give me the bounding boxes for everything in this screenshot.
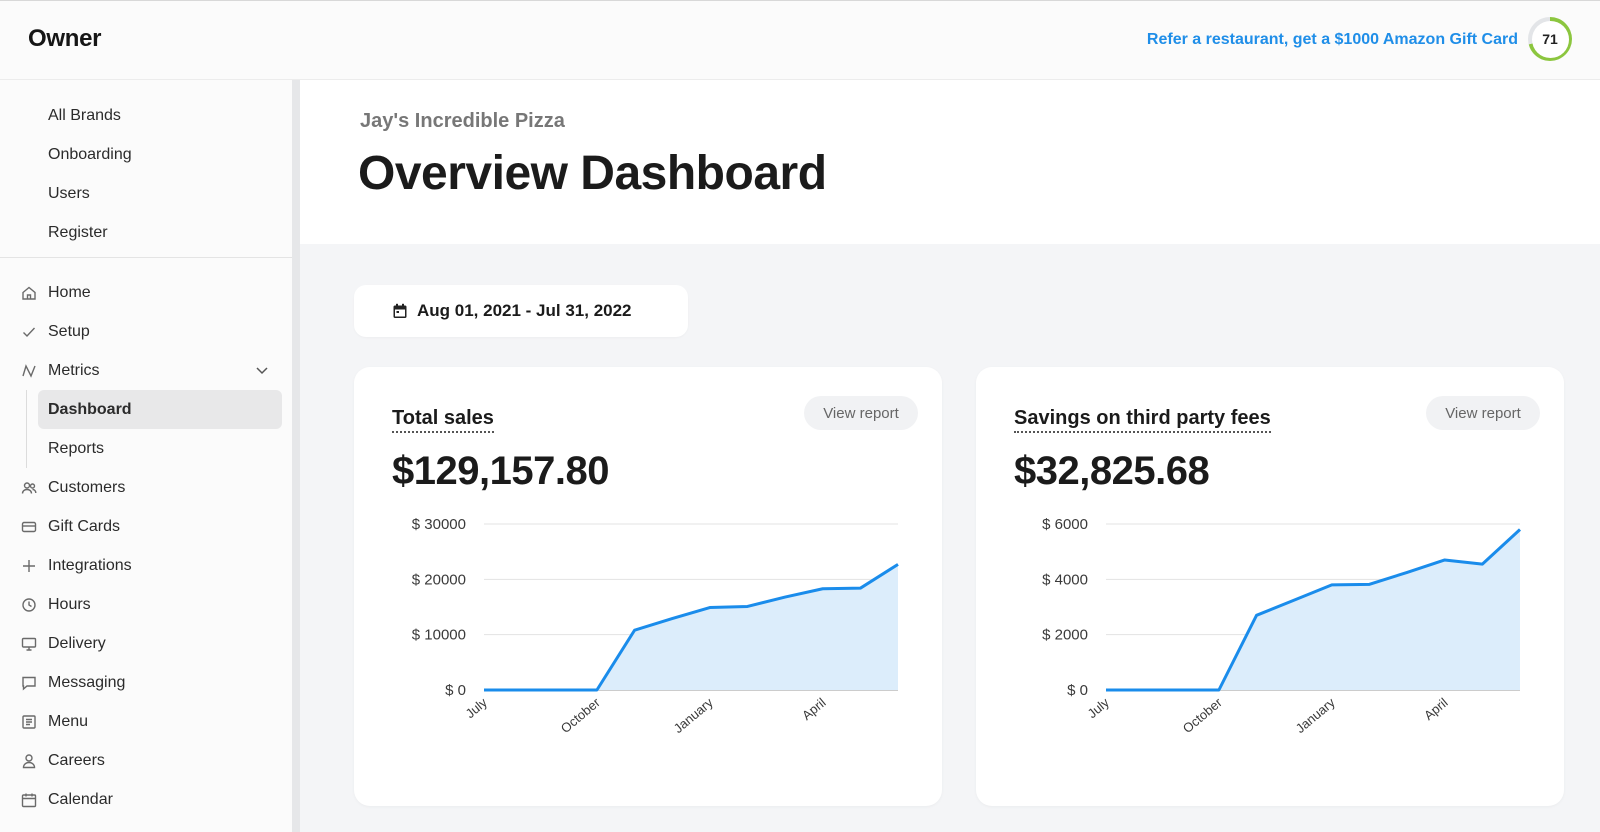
series-area (1106, 529, 1520, 690)
y-tick-label: $ 4000 (1042, 571, 1088, 588)
sidebar-item-all-brands[interactable]: All Brands (0, 96, 292, 135)
total-sales-card: Total sales View report $129,157.80 $ 0 $… (354, 367, 942, 806)
sidebar-item-label: All Brands (48, 106, 121, 124)
metrics-icon (20, 362, 38, 380)
sidebar-item-label: Delivery (48, 634, 106, 652)
sidebar-item-metrics[interactable]: Metrics (0, 351, 292, 390)
sidebar-item-label: Integrations (48, 556, 132, 574)
x-tick-label: January (671, 694, 716, 736)
y-tick-label: $ 20000 (412, 571, 466, 588)
sidebar-item-users[interactable]: Users (0, 174, 292, 213)
sidebar: All Brands Onboarding Users Register Hom… (0, 80, 292, 832)
savings-card: Savings on third party fees View report … (976, 367, 1564, 806)
sidebar-item-delivery[interactable]: Delivery (0, 624, 292, 663)
calendar-icon (20, 791, 38, 809)
y-tick-label: $ 30000 (412, 516, 466, 533)
card-title[interactable]: Savings on third party fees (1014, 407, 1271, 433)
app-logo[interactable]: Owner (28, 25, 102, 52)
sidebar-item-customers[interactable]: Customers (0, 468, 292, 507)
calendar-icon (392, 303, 408, 319)
view-report-button[interactable]: View report (804, 396, 918, 430)
view-report-button[interactable]: View report (1426, 396, 1540, 430)
page-title: Overview Dashboard (358, 147, 827, 200)
y-tick-label: $ 2000 (1042, 627, 1088, 644)
user-icon (20, 752, 38, 770)
card-value: $129,157.80 (392, 449, 609, 493)
y-tick-label: $ 10000 (412, 627, 466, 644)
sidebar-item-label: Users (48, 184, 90, 202)
score-value: 71 (1531, 20, 1569, 58)
sidebar-item-label: Careers (48, 751, 105, 769)
sidebar-item-label: Setup (48, 322, 90, 340)
sidebar-item-label: Onboarding (48, 145, 132, 163)
sidebar-item-label: Messaging (48, 673, 126, 691)
y-tick-label: $ 6000 (1042, 516, 1088, 533)
metrics-submenu: Dashboard Reports (0, 390, 292, 468)
sidebar-item-label: Hours (48, 595, 91, 613)
referral-link[interactable]: Refer a restaurant, get a $1000 Amazon G… (1146, 31, 1518, 48)
sidebar-item-register[interactable]: Register (0, 213, 292, 252)
x-tick-label: October (1180, 694, 1226, 736)
chevron-down-icon[interactable] (254, 362, 270, 378)
sidebar-item-hours[interactable]: Hours (0, 585, 292, 624)
series-area (484, 564, 898, 690)
sidebar-item-careers[interactable]: Careers (0, 741, 292, 780)
sidebar-item-onboarding[interactable]: Onboarding (0, 135, 292, 174)
sidebar-item-label: Register (48, 223, 108, 241)
x-tick-label: April (1421, 695, 1451, 723)
menu-icon (20, 713, 38, 731)
sidebar-item-label: Menu (48, 712, 89, 730)
series-line (484, 563, 899, 692)
sidebar-item-label: Gift Cards (48, 517, 121, 535)
brand-nav: All Brands Onboarding Users Register (0, 80, 292, 258)
page-header: Jay's Incredible Pizza Overview Dashboar… (300, 80, 1600, 244)
x-tick-label: April (799, 695, 829, 723)
total-sales-chart: $ 0 $ 10000 $ 20000 $ 30000 July October Janua… (412, 516, 899, 736)
sidebar-item-label: Reports (48, 439, 105, 457)
top-bar: Owner Refer a restaurant, get a $1000 Am… (0, 0, 1600, 80)
score-badge[interactable]: 71 (1528, 17, 1572, 61)
message-icon (20, 674, 38, 692)
clock-icon (20, 596, 38, 614)
sidebar-item-label: Calendar (48, 790, 113, 808)
brand-name: Jay's Incredible Pizza (360, 110, 565, 132)
monitor-icon (20, 635, 38, 653)
customers-icon (20, 479, 38, 497)
sidebar-item-reports[interactable]: Reports (38, 429, 282, 468)
y-tick-label: $ 0 (445, 682, 466, 699)
sidebar-item-gift-cards[interactable]: Gift Cards (0, 507, 292, 546)
sidebar-item-messaging[interactable]: Messaging (0, 663, 292, 702)
gift-card-icon (20, 518, 38, 536)
x-tick-label: January (1293, 694, 1338, 736)
home-icon (20, 284, 38, 302)
main-nav: Home Setup Metrics Dashboard Reports Cus… (0, 258, 292, 819)
plus-icon (20, 557, 38, 575)
sidebar-item-menu[interactable]: Menu (0, 702, 292, 741)
sidebar-item-home[interactable]: Home (0, 273, 292, 312)
sidebar-item-integrations[interactable]: Integrations (0, 546, 292, 585)
savings-chart: $ 0 $ 2000 $ 4000 $ 6000 July October January A… (1042, 516, 1522, 736)
sidebar-item-dashboard[interactable]: Dashboard (38, 390, 282, 429)
date-range-label: Aug 01, 2021 - Jul 31, 2022 (417, 301, 632, 320)
y-tick-label: $ 0 (1067, 682, 1088, 699)
sidebar-item-setup[interactable]: Setup (0, 312, 292, 351)
x-tick-label: July (463, 694, 491, 721)
x-tick-label: July (1085, 694, 1113, 721)
card-value: $32,825.68 (1014, 449, 1210, 493)
x-tick-label: October (558, 694, 604, 736)
series-line (1106, 528, 1522, 692)
check-icon (20, 323, 38, 341)
date-range-picker[interactable]: Aug 01, 2021 - Jul 31, 2022 (354, 285, 688, 337)
sidebar-item-label: Dashboard (48, 400, 132, 418)
sidebar-item-label: Customers (48, 478, 126, 496)
sidebar-scrollbar[interactable] (292, 80, 300, 832)
sidebar-item-label: Metrics (48, 361, 100, 379)
sidebar-item-label: Home (48, 283, 91, 301)
sidebar-item-calendar[interactable]: Calendar (0, 780, 292, 819)
card-title[interactable]: Total sales (392, 407, 494, 433)
